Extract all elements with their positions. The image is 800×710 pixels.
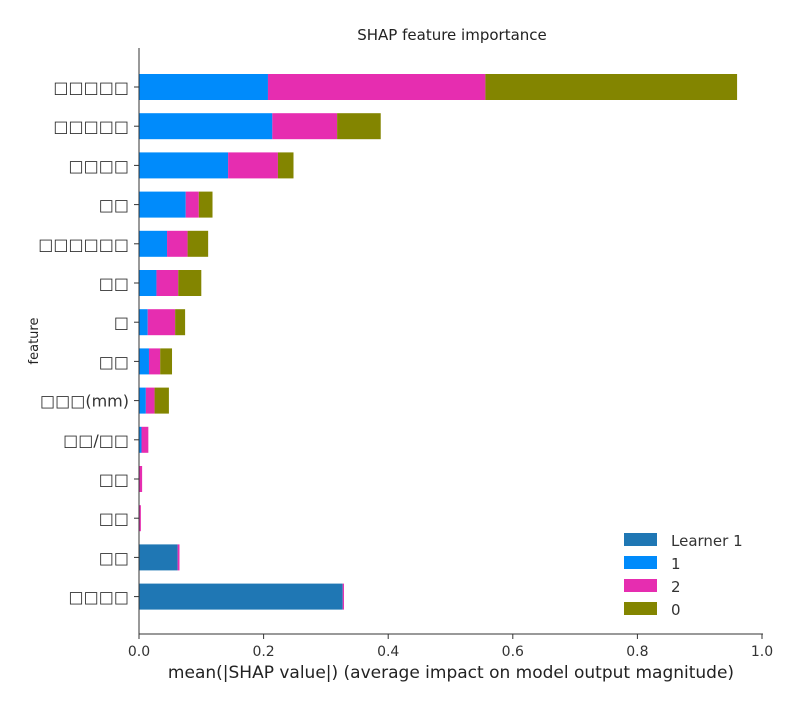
bar-segment-series-3-row-0 [485,74,738,100]
y-tick-label: □ [114,313,129,332]
y-tick-label: □□□□□ [53,117,129,136]
bar-segment-series-1-row-5 [139,270,157,296]
bar-segment-series-2-row-3 [185,191,199,218]
bar-segment-series-1-row-9 [139,426,142,453]
bar-segment-series-2-row-9 [141,426,149,453]
bar-segment-series-0-row-12 [139,544,178,571]
bar-segment-series-2-row-8 [145,387,155,414]
bar-segment-series-3-row-1 [337,113,381,140]
x-tick-label: 0.6 [502,644,524,660]
bar-segment-series-1-row-1 [139,113,273,140]
x-tick-label: 0.2 [252,644,274,660]
bar-segment-series-2-row-4 [167,230,188,257]
bar-segment-series-3-row-5 [178,270,202,296]
y-tick-label: □□□(mm) [40,392,129,411]
bar-segment-series-3-row-3 [198,191,213,218]
y-tick-label: □□□□□ [53,78,129,97]
bar-segment-series-2-row-5 [156,270,179,296]
bar-segment-series-2-row-7 [148,348,161,375]
bar-segment-series-1-row-6 [139,309,148,336]
y-tick-label: □□□□□□ [38,235,129,254]
chart-title: SHAP feature importance [357,26,547,44]
bar-segment-series-2-row-11 [139,505,141,532]
bar-segment-series-3-row-7 [160,348,173,375]
x-tick-labels: 0.0 0.2 0.4 0.6 0.8 1.0 [128,634,773,660]
bars-group [139,74,738,610]
x-axis-label: mean(|SHAP value|) (average impact on mo… [168,663,734,683]
bar-segment-series-2-row-2 [228,152,278,179]
legend-swatch [624,556,657,569]
bar-segment-series-0-row-13 [139,583,343,610]
y-tick-label: □□ [99,509,129,528]
legend-label: 0 [671,601,681,619]
bar-segment-series-3-row-6 [175,309,186,336]
legend-label: Learner 1 [671,532,743,550]
legend-label: 1 [671,555,681,573]
y-tick-label: □□□□ [69,156,129,175]
y-tick-label: □□ [99,548,129,567]
y-tick-label: □□ [99,352,129,371]
bar-segment-series-3-row-2 [277,152,294,179]
y-tick-label: □□ [99,196,129,215]
y-tick-label: □□ [99,274,129,293]
bar-segment-series-3-row-4 [187,230,209,257]
legend-swatch [624,533,657,546]
y-tick-labels: □□□□□□□□□□□□□□□□□□□□□□□□□□□□□□(mm)□□/□□□… [38,78,139,607]
x-tick-label: 0.4 [377,644,399,660]
y-tick-label: □□ [99,470,129,489]
bar-segment-series-2-row-10 [139,466,143,492]
legend: Learner 1 1 2 0 [624,532,743,619]
bar-segment-series-3-row-8 [154,387,169,414]
bar-segment-series-2-row-1 [272,113,338,140]
bar-segment-series-2-row-6 [147,309,176,336]
bar-segment-series-2-row-13 [342,583,344,610]
y-tick-label: □□□□ [69,588,129,607]
x-tick-label: 1.0 [751,644,773,660]
legend-swatch [624,602,657,615]
bar-segment-series-1-row-8 [139,387,146,414]
bar-segment-series-1-row-2 [139,152,229,179]
bar-segment-series-1-row-0 [139,74,268,100]
bar-segment-series-1-row-4 [139,230,168,257]
y-tick-label: □□/□□ [63,431,129,450]
legend-label: 2 [671,578,681,596]
bar-segment-series-1-row-3 [139,191,186,218]
bar-segment-series-1-row-7 [139,348,149,375]
legend-swatch [624,579,657,592]
bar-segment-series-2-row-0 [267,74,486,100]
bar-segment-series-2-row-12 [177,544,180,571]
x-tick-label: 0.8 [626,644,648,660]
y-axis-label: feature [27,318,42,365]
x-tick-label: 0.0 [128,644,150,660]
